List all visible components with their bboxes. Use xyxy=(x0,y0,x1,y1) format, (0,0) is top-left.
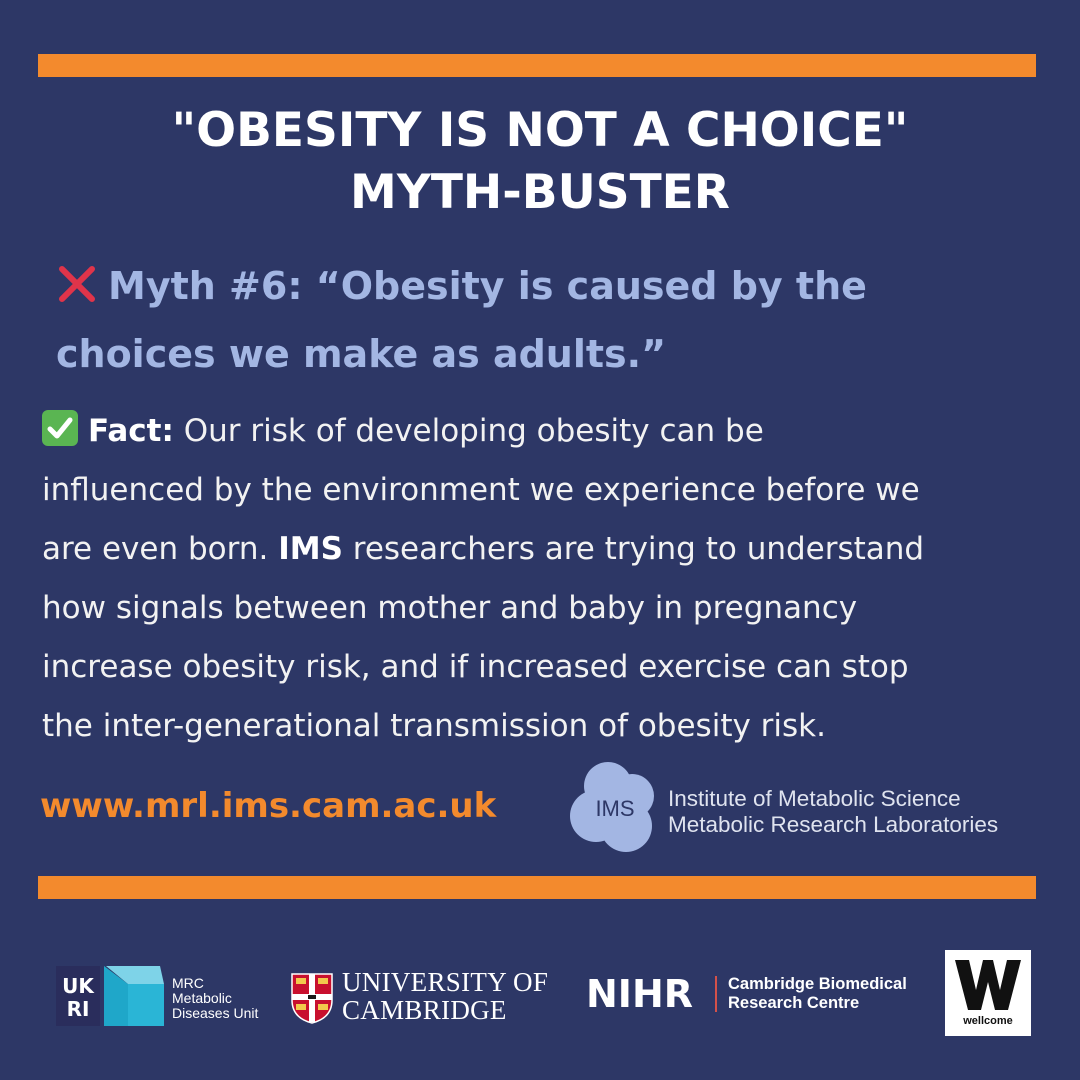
wellcome-logo: wellcome xyxy=(945,950,1031,1036)
mrc-line-1: MRC xyxy=(172,975,204,991)
page-title: "OBESITY IS NOT A CHOICE" MYTH-BUSTER xyxy=(0,100,1080,224)
ims-logo: IMS xyxy=(568,760,668,860)
bottom-accent-bar xyxy=(38,876,1036,899)
ims-name: Institute of Metabolic Science Metabolic… xyxy=(668,786,998,838)
fact-line-4: how signals between mother and baby in p… xyxy=(42,590,858,626)
fact-line-3-start: are even born. xyxy=(42,531,279,567)
cambridge-line-1: UNIVERSITY OF xyxy=(342,967,549,997)
ims-line-2: Metabolic Research Laboratories xyxy=(668,812,999,837)
top-accent-bar xyxy=(38,54,1036,77)
fact-ims-bold: IMS xyxy=(278,531,343,567)
ukri-logo-text: UK xyxy=(62,974,95,998)
fact-line-2: influenced by the environment we experie… xyxy=(42,472,920,508)
wellcome-label: wellcome xyxy=(963,1015,1013,1027)
nihr-divider xyxy=(715,976,717,1012)
cambridge-line-2: CAMBRIDGE xyxy=(342,995,507,1025)
university-of-cambridge-name: UNIVERSITY OF CAMBRIDGE xyxy=(342,968,548,1024)
ims-line-1: Institute of Metabolic Science xyxy=(668,786,961,811)
cross-mark-icon xyxy=(56,258,98,302)
nihr-line-1: Cambridge Biomedical xyxy=(728,975,907,993)
myth-line-1: Myth #6: “Obesity is caused by the xyxy=(108,264,867,308)
fact-line-1: Our risk of developing obesity can be xyxy=(173,413,764,449)
fact-label: Fact: xyxy=(88,413,174,449)
fact-line-6: the inter-generational transmission of o… xyxy=(42,708,826,744)
title-line-2: MYTH-BUSTER xyxy=(350,165,730,220)
nihr-logo: NIHR xyxy=(586,972,694,1016)
mrc-line-3: Diseases Unit xyxy=(172,1005,259,1021)
check-mark-icon xyxy=(42,410,78,446)
fact-line-5: increase obesity risk, and if increased … xyxy=(42,649,909,685)
website-url[interactable]: www.mrl.ims.cam.ac.uk xyxy=(40,786,497,826)
ukri-logo: UK RI xyxy=(56,966,164,1026)
nihr-line-2: Research Centre xyxy=(728,994,860,1012)
svg-text:RI: RI xyxy=(67,997,90,1021)
ims-logo-text: IMS xyxy=(595,796,634,821)
fact-line-3-rest: researchers are trying to understand xyxy=(342,531,925,567)
myth-statement: Myth #6: “Obesity is caused by the choic… xyxy=(56,252,1036,388)
cambridge-crest-icon xyxy=(290,972,334,1024)
nihr-centre-name: Cambridge Biomedical Research Centre xyxy=(728,975,907,1013)
myth-line-2: choices we make as adults.” xyxy=(56,332,667,376)
mrc-line-2: Metabolic xyxy=(172,990,232,1006)
title-line-1: "OBESITY IS NOT A CHOICE" xyxy=(171,103,909,158)
fact-paragraph: Fact: Our risk of developing obesity can… xyxy=(42,402,1052,756)
mrc-unit-name: MRC Metabolic Diseases Unit xyxy=(172,976,258,1021)
